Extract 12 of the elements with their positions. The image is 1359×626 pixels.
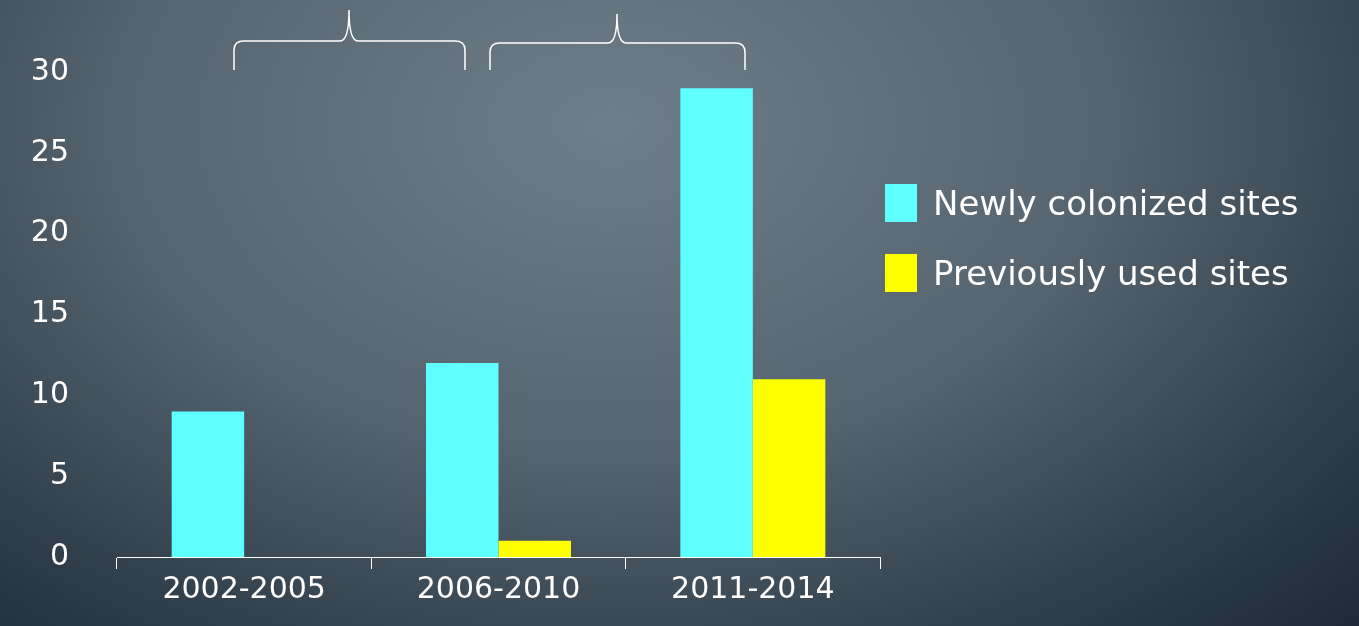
y-tick-label: 5 [49, 455, 69, 491]
x-tick-label: 2006-2010 [416, 569, 581, 605]
y-tick-label: 15 [30, 294, 69, 330]
legend-label: Previously used sites [933, 252, 1289, 295]
y-tick-label: 10 [30, 375, 69, 411]
legend-label: Newly colonized sites [933, 182, 1299, 225]
x-tick-label: 2011-2014 [671, 569, 835, 605]
y-tick-label: 30 [30, 51, 69, 87]
y-tick-label: 0 [49, 536, 69, 572]
x-tick-label: 2002-2005 [162, 569, 326, 605]
y-tick-label: 20 [30, 213, 69, 249]
y-tick-label: 25 [30, 132, 69, 168]
